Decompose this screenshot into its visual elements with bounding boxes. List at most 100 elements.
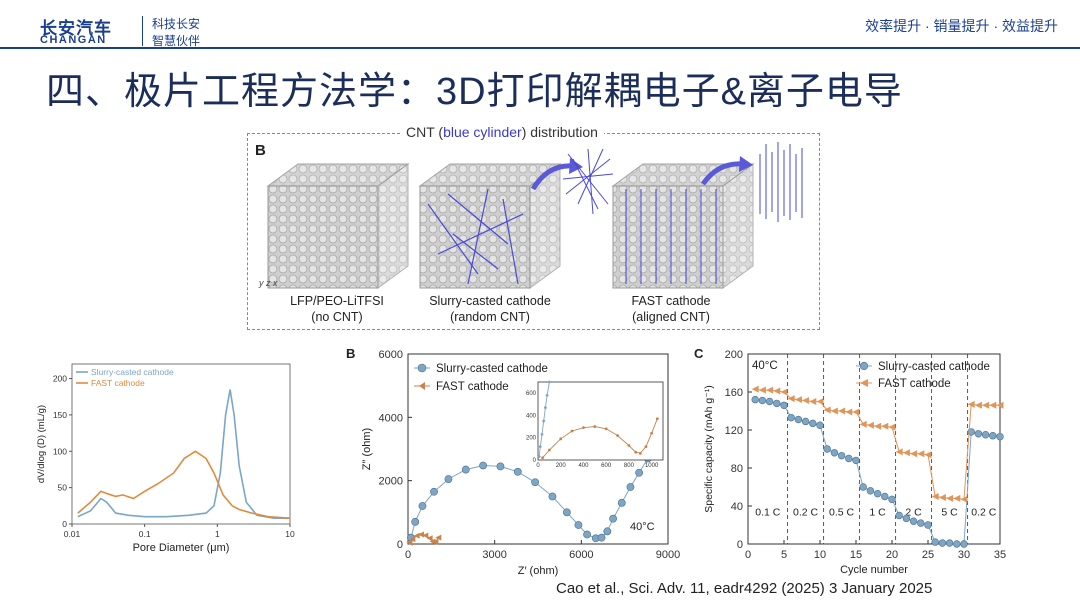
y-tick-label: 0 — [737, 539, 743, 551]
y-tick-label: 200 — [53, 374, 67, 384]
data-point — [626, 483, 635, 491]
cube-label-3: FAST cathode (aligned CNT) — [586, 293, 756, 325]
logo-divider — [142, 16, 143, 46]
rate-label: 1 C — [869, 507, 886, 519]
header-tagline: 效率提升 · 销量提升 · 效益提升 — [865, 18, 1058, 34]
data-point — [617, 498, 626, 507]
cube-random-cnt — [418, 148, 614, 289]
y-tick-label: 160 — [725, 387, 743, 399]
inset-data-point — [593, 425, 597, 428]
data-point — [635, 468, 644, 477]
inset-data-point — [650, 431, 654, 435]
data-point — [766, 386, 774, 394]
series-line-1 — [77, 389, 290, 519]
legend-marker-2 — [419, 382, 425, 390]
data-point — [435, 534, 442, 541]
legend-marker-2 — [860, 379, 868, 387]
data-point — [429, 538, 436, 545]
slogan-line-1: 科技长安 — [152, 17, 201, 31]
data-point — [830, 407, 838, 415]
x-tick-label: 25 — [922, 549, 934, 561]
data-point — [859, 420, 867, 428]
y-tick-label: 120 — [725, 425, 743, 437]
title-suffix: ) distribution — [521, 124, 598, 140]
plot-frame — [747, 353, 1001, 545]
company-logo-cn: 长安汽车 — [40, 19, 112, 38]
inset-data-point — [547, 448, 551, 452]
x-tick-label: 10 — [814, 549, 826, 561]
data-point — [609, 514, 618, 523]
data-point — [758, 386, 766, 394]
cube-label-2: Slurry-casted cathode (random CNT) — [405, 293, 575, 325]
y-tick-label: 0 — [62, 519, 67, 529]
data-point — [496, 462, 505, 471]
x-tick-label: 5 — [781, 549, 787, 561]
cube-label-3-line1: FAST cathode — [631, 294, 711, 308]
data-point — [996, 401, 1004, 409]
data-point — [751, 395, 759, 404]
data-point — [780, 401, 788, 409]
data-point — [422, 532, 429, 539]
cnt-cubes-illustration — [266, 142, 803, 289]
x-tick-label: 6000 — [569, 549, 593, 561]
y-axis-label: dV/dlog (D) (mL/g) — [36, 405, 47, 483]
data-point — [583, 530, 592, 539]
cube-label-1-line2: (no CNT) — [311, 310, 363, 324]
panel-b-letter: B — [255, 142, 266, 159]
x-axis-label: Z′ (ohm) — [518, 565, 559, 577]
cube-label-3-line2: (aligned CNT) — [632, 310, 710, 324]
y-tick-label: 2000 — [379, 476, 403, 488]
data-point — [938, 493, 946, 501]
data-point — [909, 517, 918, 525]
data-point — [411, 517, 420, 526]
rate-label: 0.2 C — [971, 507, 997, 519]
data-point — [802, 397, 810, 405]
inset-y-tick-label: 600 — [526, 391, 537, 397]
inset-y-tick-label: 0 — [533, 458, 537, 464]
data-point — [406, 539, 413, 546]
cube-label-2-line1: Slurry-casted cathode — [429, 294, 551, 308]
data-point — [513, 467, 522, 476]
data-point — [830, 449, 839, 457]
slide-header: 长安汽车 CHANGAN 科技长安 智慧伙伴 效率提升 · 销量提升 · 效益提… — [0, 0, 1080, 49]
inset-data-point — [604, 427, 608, 431]
data-point — [895, 448, 903, 456]
data-point — [823, 406, 831, 414]
data-point — [931, 493, 939, 500]
y-tick-label: 150 — [53, 410, 67, 420]
data-point — [809, 398, 817, 405]
data-point — [989, 401, 997, 409]
data-point — [917, 450, 925, 458]
x-tick-label: 15 — [850, 549, 862, 561]
plot-frame — [71, 363, 291, 525]
rate-label: 0.2 C — [793, 507, 819, 519]
data-point — [816, 421, 824, 429]
company-logo-en: CHANGAN — [40, 34, 107, 46]
data-point — [960, 540, 968, 548]
data-point — [418, 502, 427, 510]
inset-data-point — [538, 445, 542, 449]
data-point — [444, 475, 453, 483]
data-point — [838, 407, 846, 415]
citation: Cao et al., Sci. Adv. 11, eadr4292 (2025… — [556, 580, 933, 597]
data-point — [938, 539, 947, 547]
rate-label: 2 C — [905, 507, 922, 519]
slogan-line-2: 智慧伙伴 — [152, 34, 201, 48]
legend-marker-1 — [859, 361, 869, 371]
temperature-annotation: 40°C — [752, 360, 778, 372]
data-point — [996, 432, 1004, 441]
data-point — [873, 489, 882, 498]
rate-label: 0.5 C — [829, 507, 855, 519]
cube-no-cnt — [266, 163, 410, 289]
pore-distribution-chart: 0 50 100 150 200 0.01 0.1 1 10 Pore Diameter (μm)… — [36, 363, 295, 554]
legend-marker-1 — [417, 363, 427, 373]
data-point — [816, 398, 824, 405]
inset-data-point — [582, 426, 585, 430]
series-line-2 — [755, 388, 1000, 500]
data-point — [603, 527, 612, 536]
inset-data-point — [542, 419, 546, 423]
data-point — [874, 422, 882, 430]
y-tick-label: 0 — [397, 539, 403, 551]
data-point — [801, 417, 810, 426]
